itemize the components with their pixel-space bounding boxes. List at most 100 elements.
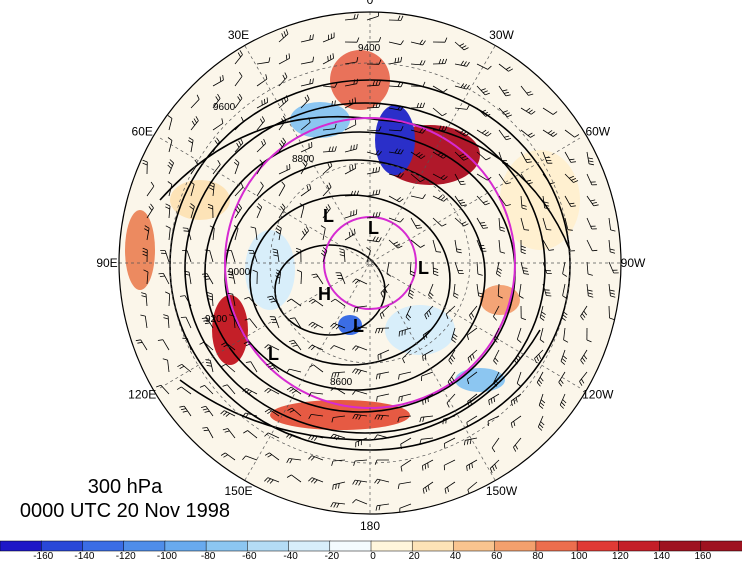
wind-barb	[453, 283, 456, 296]
wind-barb-feather	[351, 230, 354, 236]
wind-barb	[278, 76, 288, 87]
colorbar-swatch	[0, 540, 42, 552]
wind-barb	[520, 195, 523, 209]
wind-barb	[388, 41, 401, 46]
wind-barb-feather	[510, 422, 513, 428]
wind-barb-feather	[460, 201, 465, 204]
wind-barb	[377, 503, 390, 507]
wind-barb-feather	[491, 447, 496, 453]
wind-barb-feather	[397, 483, 400, 489]
wind-barb-feather	[397, 57, 400, 63]
wind-barb-feather	[207, 298, 213, 301]
colorbar-swatch	[205, 540, 249, 552]
wind-barb-feather	[228, 274, 234, 276]
wind-barb-feather	[460, 183, 466, 185]
wind-barb-feather	[380, 415, 384, 421]
wind-barb	[355, 278, 368, 285]
wind-barb-feather	[354, 97, 356, 103]
wind-barb-feather	[420, 178, 425, 183]
wind-barb-feather	[220, 452, 226, 456]
wind-barb-feather	[481, 109, 487, 113]
wind-barb-feather	[386, 273, 392, 277]
wind-barb-feather	[490, 398, 493, 404]
low-marker: L	[418, 258, 429, 278]
wind-barb	[312, 298, 324, 307]
wind-barb-feather	[502, 110, 508, 113]
wind-barb-feather	[224, 430, 230, 433]
wind-barb-feather	[609, 289, 615, 292]
wind-barb	[388, 195, 400, 203]
wind-barb-feather	[325, 206, 329, 212]
wind-barb-feather	[353, 79, 356, 85]
wind-barb-feather	[309, 184, 312, 190]
wind-barb-feather	[372, 212, 375, 218]
wind-barb-feather	[526, 91, 532, 94]
wind-barb	[212, 228, 215, 241]
wind-barb-feather	[331, 146, 334, 152]
contour-label: 8800	[292, 154, 315, 165]
wind-barb-feather	[574, 134, 580, 138]
wind-barb-feather	[236, 206, 241, 211]
wind-barb-feather	[393, 241, 399, 245]
wind-barb-feather	[214, 140, 219, 145]
wind-barb	[466, 459, 478, 467]
wind-barb-feather	[453, 333, 458, 338]
wind-barb-feather	[356, 78, 359, 84]
wind-barb-feather	[179, 405, 185, 408]
colorbar-tick-label: -160	[33, 551, 53, 561]
wind-barb	[444, 437, 456, 444]
wind-barb-feather	[245, 361, 251, 363]
wind-barb-feather	[150, 203, 154, 209]
wind-barb-feather	[415, 224, 421, 227]
wind-barb-feather	[469, 315, 473, 320]
wind-barb-feather	[397, 105, 401, 110]
wind-barb	[366, 151, 379, 156]
wind-barb	[542, 107, 554, 115]
wind-barb-feather	[308, 392, 312, 398]
colorbar-swatch	[576, 540, 620, 552]
wind-barb	[190, 163, 199, 175]
wind-barb-feather	[400, 126, 404, 131]
wind-barb-feather	[267, 454, 273, 458]
wind-barb-feather	[272, 251, 278, 254]
wind-barb-feather	[400, 82, 404, 87]
wind-barb-feather	[526, 161, 532, 163]
wind-barb-feather	[562, 399, 567, 404]
wind-barb-feather	[438, 125, 442, 131]
pressure-systems: L L L L H L	[268, 206, 429, 364]
wind-barb-feather	[261, 116, 265, 121]
wind-barb	[167, 315, 170, 329]
wind-barb-feather	[310, 478, 315, 483]
wind-barb-feather	[189, 181, 195, 185]
wind-barb	[493, 349, 500, 361]
wind-barb-feather	[235, 208, 239, 214]
wind-barb-feather	[334, 372, 337, 378]
wind-barb-feather	[588, 295, 594, 298]
wind-barb	[377, 434, 390, 439]
wind-barb	[354, 459, 368, 462]
wind-barb-feather	[451, 354, 456, 360]
wind-barb-feather	[220, 410, 225, 415]
wind-barb	[225, 363, 236, 373]
wind-barb-feather	[142, 250, 148, 254]
low-marker: L	[368, 218, 379, 238]
wind-barb-feather	[177, 363, 182, 368]
wind-barb	[344, 124, 356, 131]
wind-barb	[520, 85, 529, 96]
wind-barb-feather	[288, 53, 290, 59]
wind-barb	[476, 173, 488, 181]
wind-barb-feather	[353, 14, 356, 20]
wind-barb	[245, 412, 258, 417]
wind-barb-feather	[308, 477, 313, 482]
wind-barb-feather	[207, 206, 213, 210]
wind-barb-feather	[442, 154, 448, 159]
wind-barb	[256, 163, 264, 175]
wind-barb	[232, 294, 236, 307]
wind-barb	[408, 283, 412, 296]
wind-barb-feather	[244, 296, 249, 300]
wind-barb	[203, 341, 214, 351]
wind-barb	[476, 261, 479, 275]
wind-barb	[322, 228, 326, 241]
wind-barb-feather	[202, 427, 208, 429]
wind-barb-feather	[378, 505, 381, 511]
